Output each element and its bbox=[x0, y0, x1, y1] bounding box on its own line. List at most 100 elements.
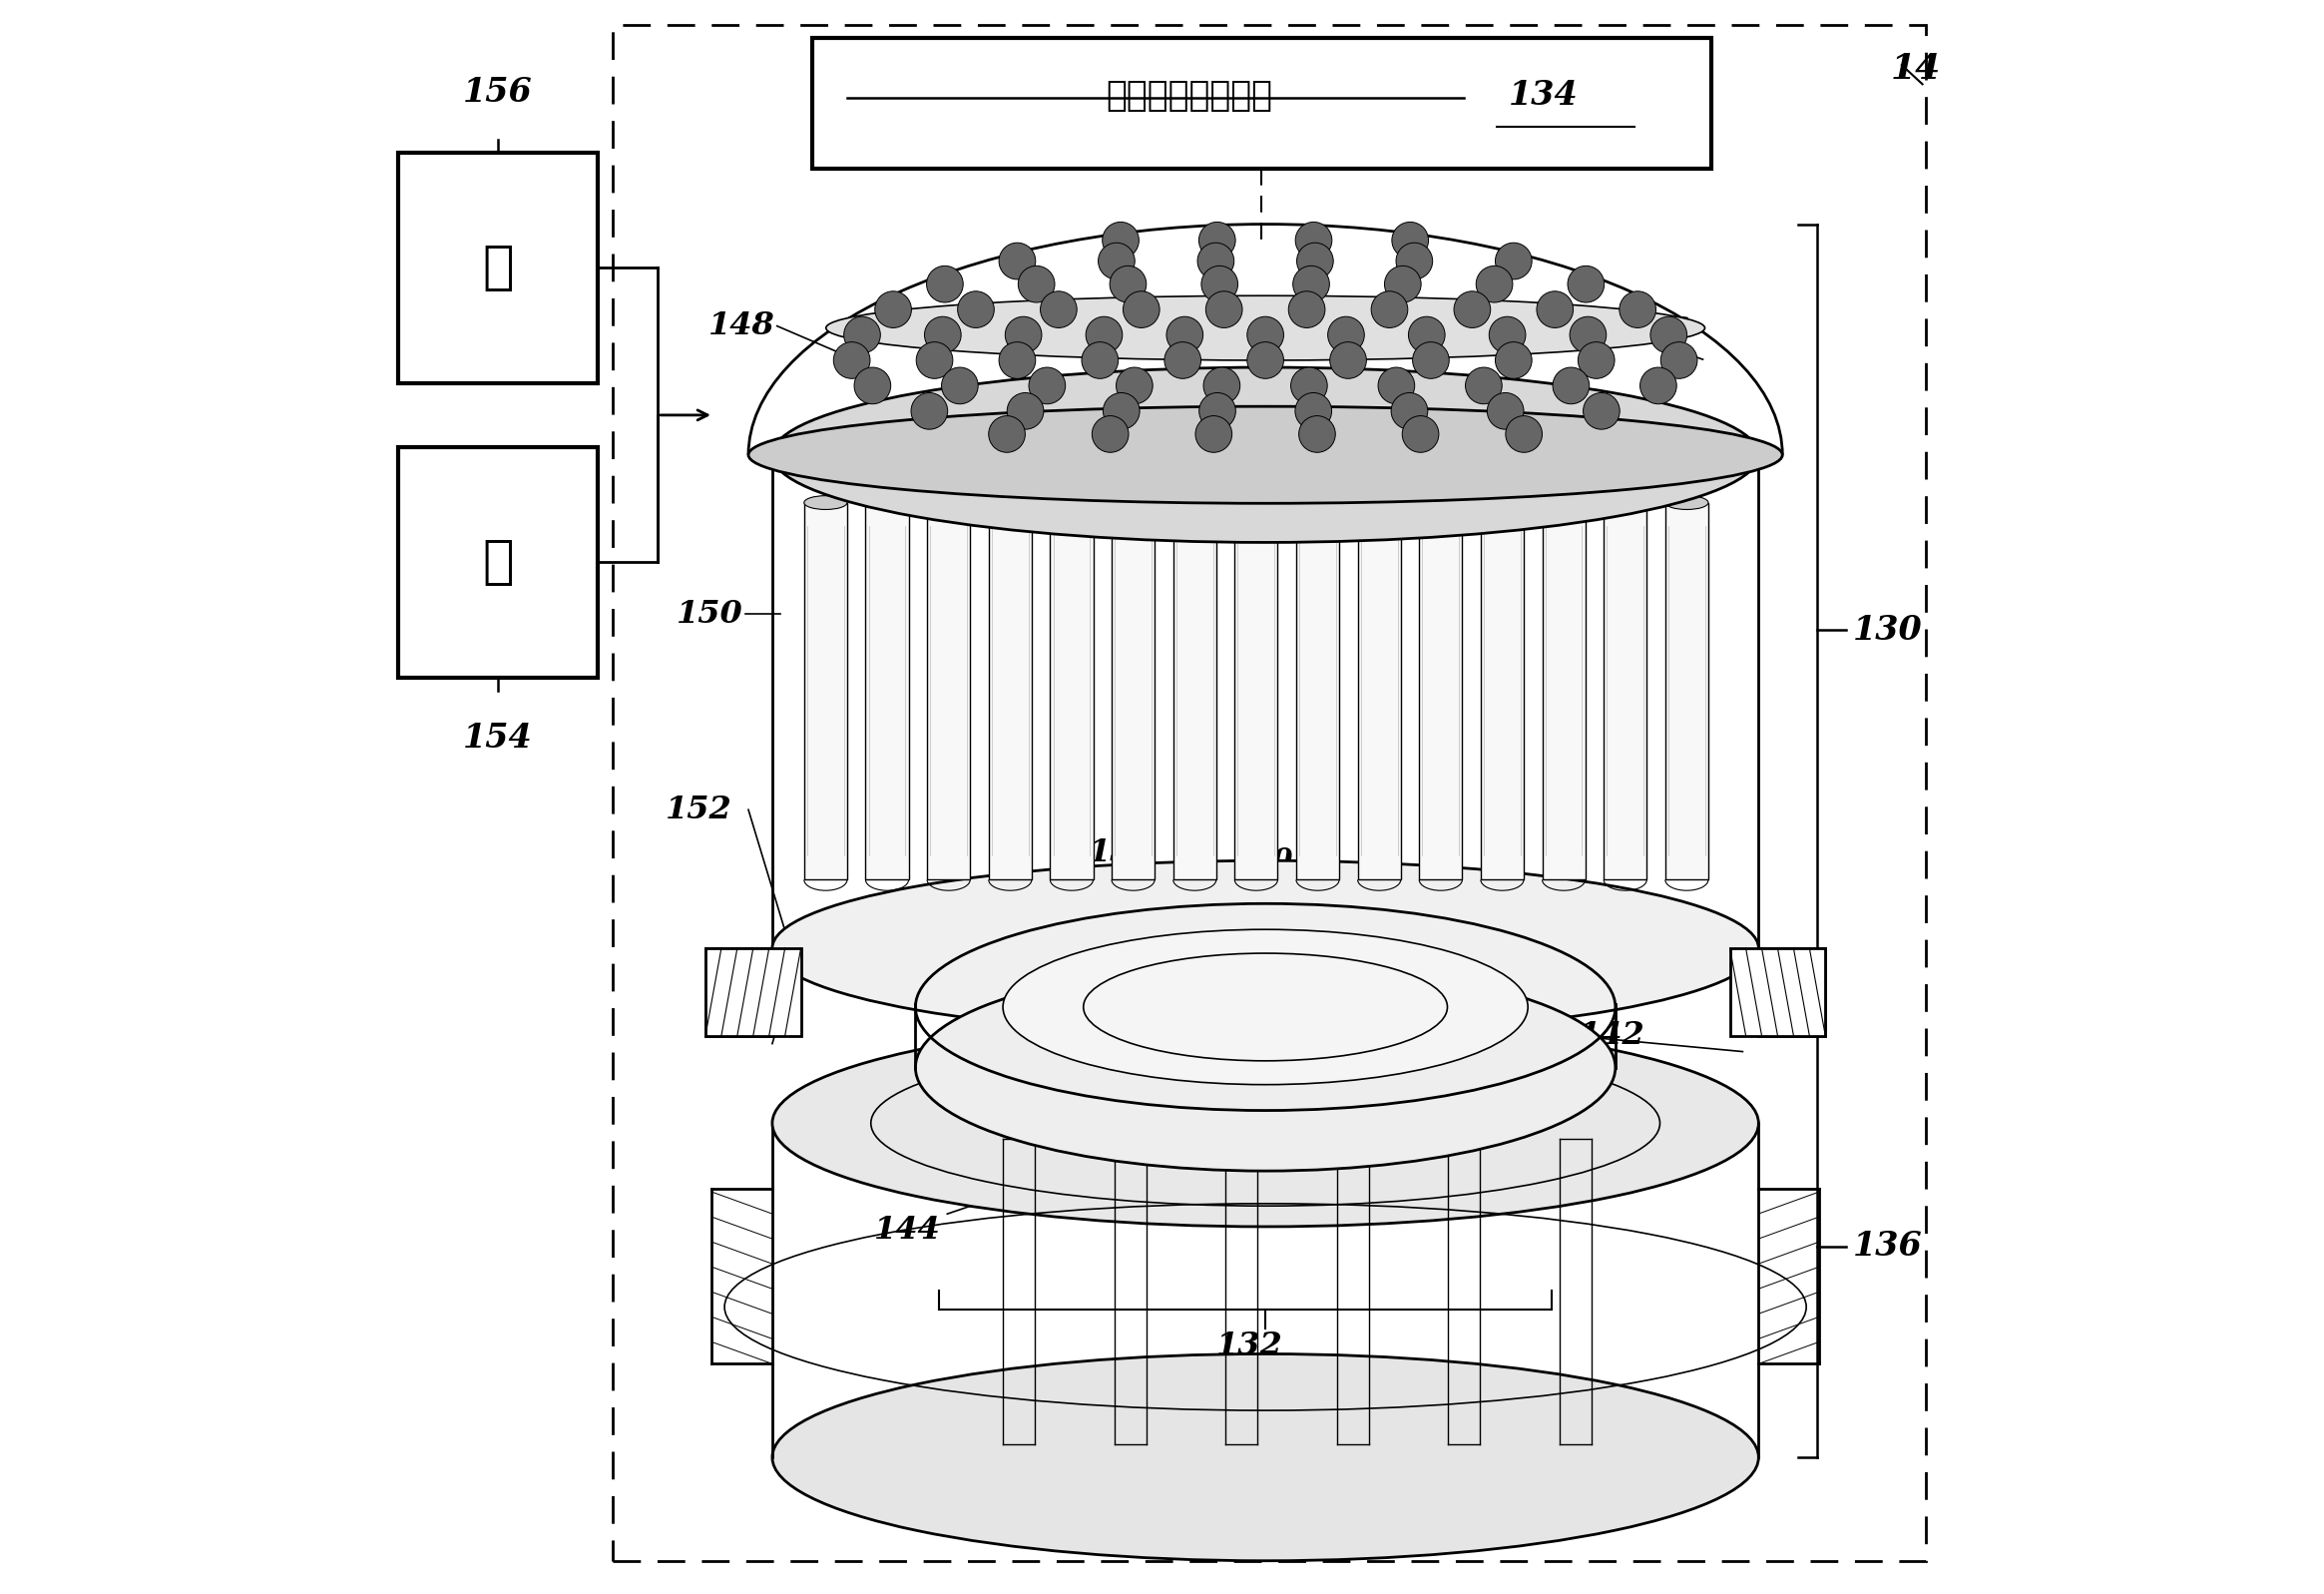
Ellipse shape bbox=[1480, 496, 1525, 510]
Circle shape bbox=[1030, 367, 1064, 403]
Circle shape bbox=[1164, 343, 1202, 379]
Ellipse shape bbox=[772, 1020, 1759, 1227]
Ellipse shape bbox=[865, 496, 909, 510]
Circle shape bbox=[1494, 242, 1532, 279]
Circle shape bbox=[1199, 222, 1236, 258]
Ellipse shape bbox=[1234, 496, 1278, 510]
Circle shape bbox=[1206, 292, 1243, 328]
Circle shape bbox=[1392, 392, 1427, 429]
Circle shape bbox=[1408, 317, 1446, 354]
Circle shape bbox=[1102, 222, 1139, 258]
Circle shape bbox=[999, 242, 1037, 279]
Circle shape bbox=[1392, 222, 1429, 258]
Circle shape bbox=[1294, 392, 1332, 429]
Circle shape bbox=[1292, 266, 1329, 303]
Text: 154: 154 bbox=[462, 722, 532, 754]
Text: 156: 156 bbox=[462, 75, 532, 108]
Circle shape bbox=[1092, 416, 1129, 453]
Circle shape bbox=[1371, 292, 1408, 328]
Bar bbox=[988, 502, 1032, 880]
Circle shape bbox=[1569, 266, 1604, 303]
Circle shape bbox=[1620, 292, 1657, 328]
Circle shape bbox=[1299, 416, 1336, 453]
Ellipse shape bbox=[1604, 496, 1648, 510]
Bar bbox=[1543, 502, 1585, 880]
Circle shape bbox=[834, 343, 869, 379]
Circle shape bbox=[874, 292, 911, 328]
Ellipse shape bbox=[1111, 496, 1155, 510]
Circle shape bbox=[999, 343, 1037, 379]
Circle shape bbox=[1327, 317, 1364, 354]
Bar bbox=[1234, 502, 1278, 880]
Circle shape bbox=[911, 392, 948, 429]
Ellipse shape bbox=[772, 861, 1759, 1036]
Text: 146: 146 bbox=[1624, 316, 1690, 346]
Circle shape bbox=[988, 416, 1025, 453]
Ellipse shape bbox=[1050, 496, 1092, 510]
Ellipse shape bbox=[772, 367, 1759, 542]
Circle shape bbox=[1569, 317, 1606, 354]
Text: 氢: 氢 bbox=[481, 536, 514, 588]
Bar bbox=[1604, 502, 1648, 880]
Text: 50: 50 bbox=[1253, 846, 1294, 875]
Circle shape bbox=[1204, 367, 1241, 403]
Circle shape bbox=[941, 367, 978, 403]
Bar bbox=[1297, 502, 1339, 880]
Circle shape bbox=[1018, 266, 1055, 303]
Bar bbox=[811, 38, 1710, 169]
Circle shape bbox=[1122, 292, 1160, 328]
Text: 144: 144 bbox=[874, 1215, 941, 1245]
Circle shape bbox=[1099, 242, 1134, 279]
Ellipse shape bbox=[1004, 929, 1527, 1084]
Circle shape bbox=[1294, 222, 1332, 258]
Circle shape bbox=[855, 367, 890, 403]
Circle shape bbox=[1378, 367, 1415, 403]
Circle shape bbox=[1413, 343, 1450, 379]
Text: 闭合回路控制系统: 闭合回路控制系统 bbox=[1106, 78, 1274, 112]
Circle shape bbox=[1650, 317, 1687, 354]
Ellipse shape bbox=[1543, 496, 1585, 510]
Circle shape bbox=[1248, 317, 1283, 354]
Ellipse shape bbox=[1297, 496, 1339, 510]
Circle shape bbox=[1116, 367, 1153, 403]
Circle shape bbox=[1195, 416, 1232, 453]
Text: 150: 150 bbox=[676, 598, 744, 630]
Circle shape bbox=[1641, 367, 1676, 403]
Text: 142: 142 bbox=[1578, 1020, 1645, 1050]
Circle shape bbox=[1111, 266, 1146, 303]
Text: 132: 132 bbox=[1215, 1331, 1283, 1361]
Circle shape bbox=[1476, 266, 1513, 303]
Circle shape bbox=[1085, 317, 1122, 354]
Circle shape bbox=[1202, 266, 1239, 303]
Ellipse shape bbox=[916, 964, 1615, 1172]
Bar bbox=[927, 502, 969, 880]
Circle shape bbox=[1494, 343, 1532, 379]
Ellipse shape bbox=[825, 295, 1706, 360]
Circle shape bbox=[1199, 392, 1236, 429]
Circle shape bbox=[844, 317, 881, 354]
Circle shape bbox=[957, 292, 995, 328]
Ellipse shape bbox=[748, 406, 1783, 504]
Ellipse shape bbox=[1174, 496, 1215, 510]
Ellipse shape bbox=[927, 496, 969, 510]
Ellipse shape bbox=[1666, 496, 1708, 510]
Bar bbox=[1357, 502, 1401, 880]
Bar bbox=[397, 153, 597, 383]
Circle shape bbox=[1578, 343, 1615, 379]
Circle shape bbox=[1297, 242, 1334, 279]
Bar bbox=[1420, 502, 1462, 880]
Circle shape bbox=[1197, 242, 1234, 279]
Circle shape bbox=[1385, 266, 1420, 303]
Ellipse shape bbox=[1420, 496, 1462, 510]
Bar bbox=[706, 948, 802, 1036]
Bar bbox=[1174, 502, 1215, 880]
Circle shape bbox=[1455, 292, 1490, 328]
Text: 134: 134 bbox=[1508, 80, 1578, 112]
Circle shape bbox=[1248, 343, 1283, 379]
Circle shape bbox=[1397, 242, 1432, 279]
Bar bbox=[614, 26, 1927, 1561]
Bar bbox=[804, 502, 848, 880]
Ellipse shape bbox=[988, 496, 1032, 510]
Text: 138: 138 bbox=[1090, 837, 1155, 869]
Bar bbox=[1666, 502, 1708, 880]
